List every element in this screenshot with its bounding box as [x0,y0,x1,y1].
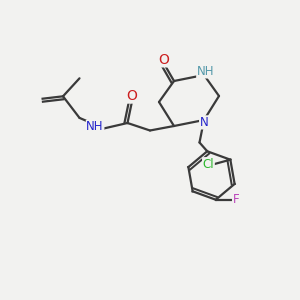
Text: O: O [127,89,137,103]
Text: N: N [200,116,208,129]
Text: NH: NH [197,65,214,78]
Text: O: O [158,53,169,67]
Text: NH: NH [86,120,104,134]
Text: F: F [232,193,239,206]
Text: Cl: Cl [202,158,214,171]
